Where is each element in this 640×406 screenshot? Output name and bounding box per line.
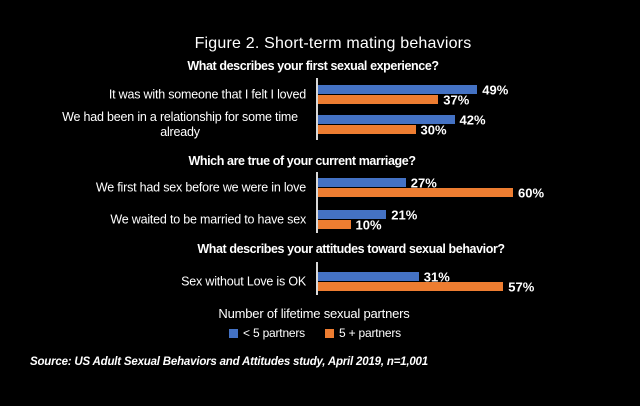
bar-lt5-partners: [318, 210, 387, 219]
value-label: 10%: [355, 217, 382, 233]
question-header: What describes your attitudes toward sex…: [197, 242, 505, 256]
value-label: 37%: [443, 92, 470, 108]
value-label: 21%: [391, 207, 418, 223]
legend-swatch: [229, 328, 239, 338]
legend-item: < 5 partners: [229, 326, 305, 340]
chart-title: Figure 2. Short-term mating behaviors: [194, 35, 472, 52]
value-label: 49%: [482, 82, 509, 98]
category-label: We waited to be married to have sex: [110, 212, 306, 226]
legend-item: 5 + partners: [325, 326, 401, 340]
legend-swatch: [325, 328, 334, 338]
value-label: 60%: [518, 185, 545, 201]
question-header: Which are true of your current marriage?: [188, 154, 416, 168]
bar-5plus-partners: [318, 125, 416, 134]
axis-line: [316, 78, 318, 140]
bar-5plus-partners: [318, 282, 504, 291]
bar-5plus-partners: [318, 188, 513, 197]
category-label: We first had sex before we were in love: [95, 180, 306, 194]
bar-5plus-partners: [318, 95, 439, 104]
source-note: Source: US Adult Sexual Behaviors and At…: [30, 356, 428, 368]
legend-label: 5 + partners: [339, 326, 401, 340]
bar-lt5-partners: [318, 178, 406, 187]
question-header: What describes your first sexual experie…: [187, 59, 439, 73]
value-label: 30%: [420, 122, 447, 138]
bar-lt5-partners: [318, 115, 455, 124]
axis-line: [316, 262, 318, 295]
value-label: 31%: [423, 269, 450, 285]
category-label: Sex without Love is OK: [181, 274, 306, 288]
legend: < 5 partners 5 + partners: [0, 326, 635, 340]
category-label: It was with someone that I felt I loved: [108, 87, 306, 101]
axis-line: [316, 172, 318, 233]
bar-5plus-partners: [318, 220, 351, 229]
legend-title: Number of lifetime sexual partners: [218, 306, 410, 321]
category-label: We had been in a relationship for some t…: [62, 109, 298, 139]
value-label: 57%: [508, 279, 535, 295]
value-label: 27%: [410, 175, 437, 191]
bar-lt5-partners: [318, 272, 419, 281]
bar-lt5-partners: [318, 85, 478, 94]
legend-label: < 5 partners: [243, 326, 305, 340]
value-label: 42%: [459, 112, 486, 128]
